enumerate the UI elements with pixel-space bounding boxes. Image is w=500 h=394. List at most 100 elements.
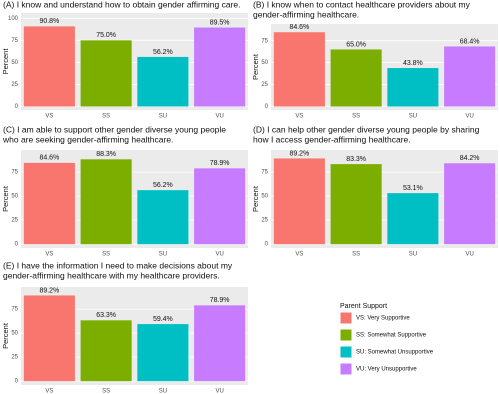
bar bbox=[194, 305, 246, 382]
legend-label: VU: Very Unsupportive bbox=[356, 367, 417, 373]
panel: (E) I have the information I need to mak… bbox=[1, 260, 248, 394]
y-tick-label: 75 bbox=[261, 170, 268, 176]
bar bbox=[444, 163, 496, 245]
legend-label: SS: Somewhat Supportive bbox=[356, 333, 427, 339]
value-label: 84.6% bbox=[39, 155, 59, 162]
panel-title: gender-affirming healthcare. bbox=[253, 9, 359, 19]
bar bbox=[273, 158, 325, 245]
bar bbox=[444, 46, 496, 107]
y-tick-label: 25 bbox=[261, 218, 268, 224]
y-tick-label: 50 bbox=[261, 60, 268, 66]
value-label: 75.0% bbox=[96, 32, 116, 39]
y-axis-label: Percent bbox=[1, 185, 10, 212]
panel: (B) I know when to contact healthcare pr… bbox=[251, 0, 498, 120]
value-label: 43.8% bbox=[403, 60, 423, 67]
panel-title: who are seeking gender-affirming healthc… bbox=[2, 134, 173, 144]
x-tick-label: SS bbox=[102, 389, 110, 394]
x-tick-label: SU bbox=[409, 252, 417, 258]
y-tick-label: 75 bbox=[261, 38, 268, 44]
y-tick-label: 75 bbox=[11, 170, 18, 176]
x-tick-label: VU bbox=[465, 114, 473, 120]
legend-swatch bbox=[339, 328, 353, 342]
value-label: 89.2% bbox=[39, 287, 59, 294]
legend-swatch bbox=[339, 345, 353, 359]
bar bbox=[194, 168, 246, 245]
legend-swatch bbox=[339, 311, 353, 325]
y-tick-label: 25 bbox=[261, 82, 268, 88]
x-tick-label: VU bbox=[215, 252, 223, 258]
x-tick-label: VU bbox=[465, 252, 473, 258]
x-tick-label: VS bbox=[295, 252, 303, 258]
x-tick-label: VS bbox=[45, 114, 53, 120]
value-label: 53.1% bbox=[403, 185, 423, 192]
legend-label: SU: Somewhat Unsupportive bbox=[356, 350, 434, 356]
panel-title: (B) I know when to contact healthcare pr… bbox=[253, 0, 471, 9]
x-tick-label: SS bbox=[102, 114, 110, 120]
y-axis-label: Percent bbox=[251, 53, 260, 80]
y-axis-label: Percent bbox=[1, 322, 10, 349]
x-tick-label: VU bbox=[215, 114, 223, 120]
x-tick-label: SS bbox=[352, 252, 360, 258]
bar bbox=[23, 26, 75, 107]
x-tick-label: SU bbox=[159, 389, 167, 394]
y-tick-label: 50 bbox=[11, 194, 18, 200]
x-tick-label: VS bbox=[45, 252, 53, 258]
value-label: 63.3% bbox=[96, 312, 116, 319]
panel: (D) I can help other gender diverse youn… bbox=[251, 124, 498, 258]
x-tick-label: VS bbox=[295, 114, 303, 120]
x-tick-label: VS bbox=[45, 389, 53, 394]
y-tick-label: 50 bbox=[11, 60, 18, 66]
panel-title: (E) I have the information I need to mak… bbox=[3, 260, 233, 270]
bar bbox=[137, 324, 189, 382]
y-tick-label: 50 bbox=[11, 331, 18, 337]
panel-title: (C) I am able to support other gender di… bbox=[3, 124, 226, 134]
value-label: 89.2% bbox=[289, 150, 309, 157]
bar bbox=[387, 193, 439, 245]
y-axis-label: Percent bbox=[1, 48, 10, 75]
bar bbox=[330, 49, 382, 107]
bar bbox=[137, 190, 189, 245]
bar bbox=[23, 162, 75, 245]
value-label: 84.6% bbox=[289, 24, 309, 31]
y-tick-label: 25 bbox=[11, 218, 18, 224]
value-label: 83.3% bbox=[346, 156, 366, 163]
y-tick-label: 0 bbox=[15, 379, 19, 385]
legend-title: Parent Support bbox=[340, 303, 387, 310]
value-label: 90.8% bbox=[39, 18, 59, 25]
x-tick-label: SU bbox=[159, 252, 167, 258]
value-label: 68.4% bbox=[460, 38, 480, 45]
y-tick-label: 0 bbox=[265, 242, 269, 248]
y-tick-label: 0 bbox=[265, 104, 269, 110]
y-tick-label: 0 bbox=[15, 104, 19, 110]
value-label: 59.4% bbox=[153, 316, 173, 323]
value-label: 65.0% bbox=[346, 41, 366, 48]
bar bbox=[194, 27, 246, 107]
legend: Parent Support VS: Very Supportive SS: Som… bbox=[339, 303, 434, 376]
panel-title: (D) I can help other gender diverse youn… bbox=[253, 124, 480, 134]
value-label: 89.5% bbox=[210, 19, 230, 26]
x-tick-label: VU bbox=[215, 389, 223, 394]
panel-title: gender-affirming healthcare with my heal… bbox=[3, 270, 220, 280]
x-tick-label: SS bbox=[352, 114, 360, 120]
value-label: 56.2% bbox=[153, 49, 173, 56]
bar bbox=[273, 32, 325, 107]
x-tick-label: SS bbox=[102, 252, 110, 258]
bar bbox=[387, 68, 439, 107]
panel-title: how I access gender-affirming healthcare… bbox=[253, 134, 411, 144]
bar bbox=[80, 320, 132, 382]
legend-swatch bbox=[339, 362, 353, 376]
bar bbox=[137, 56, 189, 107]
y-tick-label: 25 bbox=[11, 82, 18, 88]
value-label: 88.3% bbox=[96, 151, 116, 158]
legend-label: VS: Very Supportive bbox=[356, 316, 410, 322]
bar bbox=[330, 164, 382, 245]
bar bbox=[23, 295, 75, 382]
y-axis-label: Percent bbox=[251, 185, 260, 212]
panel-title: (A) I know and understand how to obtain … bbox=[3, 0, 241, 9]
y-tick-label: 0 bbox=[15, 242, 19, 248]
value-label: 78.9% bbox=[210, 297, 230, 304]
value-label: 78.9% bbox=[210, 160, 230, 167]
bar bbox=[80, 40, 132, 107]
bar bbox=[80, 159, 132, 245]
